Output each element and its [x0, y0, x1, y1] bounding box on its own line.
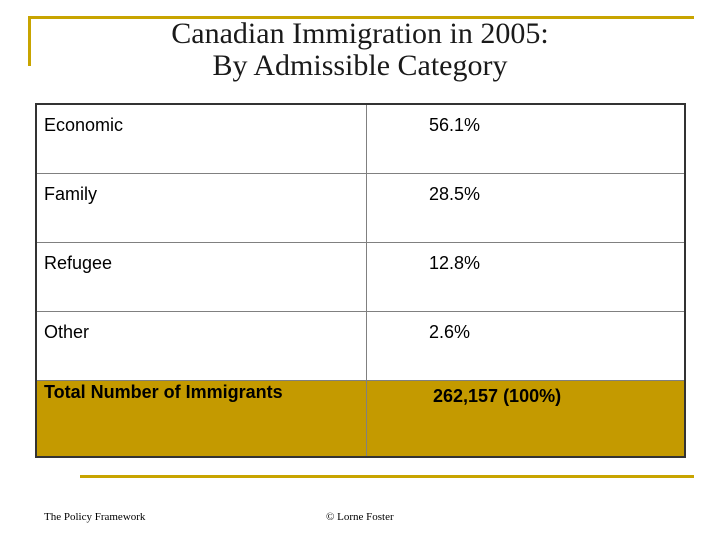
footer-left-text: The Policy Framework — [44, 511, 146, 523]
value-cell: 56.1% — [366, 103, 686, 174]
table-row: Economic 56.1% — [35, 103, 686, 174]
frame-left-line — [28, 16, 31, 66]
category-cell: Refugee — [35, 241, 367, 313]
category-cell: Family — [35, 172, 367, 243]
total-label-cell: Total Number of Immigrants — [35, 380, 367, 458]
value-cell: 28.5% — [366, 172, 686, 243]
immigration-table: Economic 56.1% Family 28.5% Refugee 12.8… — [35, 103, 686, 458]
slide-title: Canadian Immigration in 2005: By Admissi… — [0, 18, 720, 82]
footer-copyright: © Lorne Foster — [326, 511, 394, 523]
frame-top-line — [28, 16, 694, 19]
value-cell: 2.6% — [366, 311, 686, 382]
table-row: Other 2.6% — [35, 311, 686, 382]
total-value-cell: 262,157 (100%) — [366, 380, 686, 458]
total-row: Total Number of Immigrants 262,157 (100%… — [35, 380, 686, 458]
category-cell: Economic — [35, 103, 367, 174]
table-row: Refugee 12.8% — [35, 241, 686, 313]
slide-title-line-2: By Admissible Category — [212, 49, 508, 82]
frame-bottom-line — [80, 475, 694, 478]
category-cell: Other — [35, 311, 367, 382]
table-row: Family 28.5% — [35, 172, 686, 243]
slide-title-line-1: Canadian Immigration in 2005: — [171, 17, 549, 50]
value-cell: 12.8% — [366, 241, 686, 313]
